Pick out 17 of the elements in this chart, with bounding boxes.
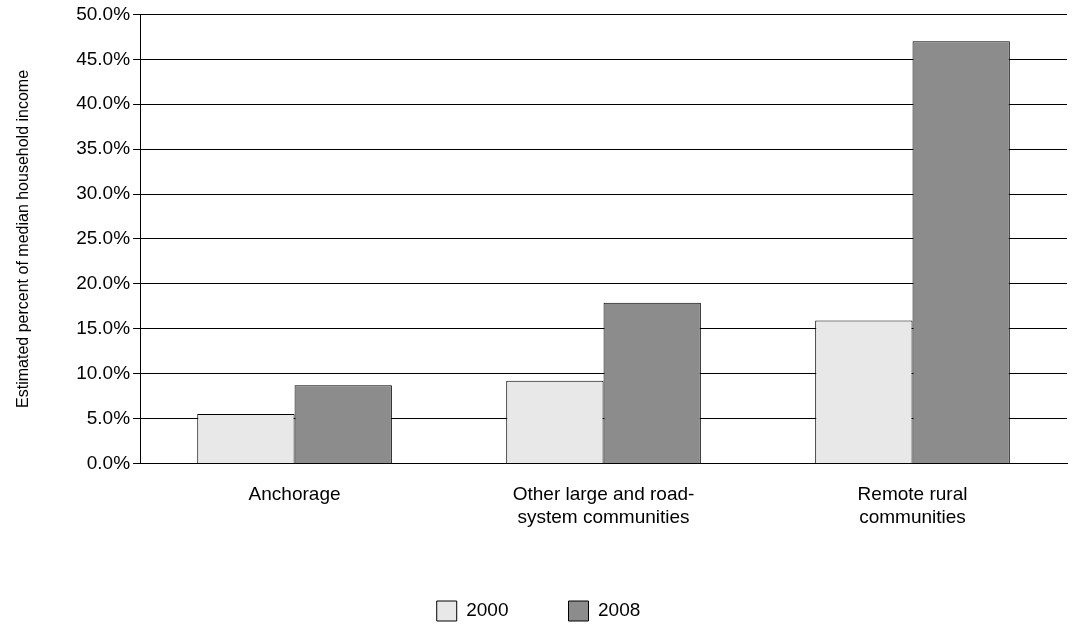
y-tick-label: 50.0%	[76, 2, 131, 24]
y-tick-label: 10.0%	[76, 361, 131, 383]
y-tick-label: 35.0%	[76, 137, 131, 159]
x-tick-label: Anchorage	[248, 483, 341, 505]
y-tick-label: 20.0%	[76, 272, 131, 294]
x-tick-label: Other large and road-system communities	[512, 483, 695, 527]
y-tick-label: 40.0%	[76, 92, 131, 114]
y-tick-label: 25.0%	[76, 227, 131, 249]
y-tick-label: 45.0%	[76, 47, 131, 69]
y-tick-label: 15.0%	[76, 316, 131, 338]
y-axis-title: Estimated percent of median household income	[14, 69, 32, 408]
y-tick-label: 5.0%	[86, 406, 131, 428]
legend-label: 2000	[466, 599, 509, 621]
y-tick-label: 0.0%	[86, 451, 131, 473]
x-tick-label: Remote rural communities	[857, 483, 968, 527]
legend-label: 2008	[598, 599, 641, 621]
y-tick-label: 30.0%	[76, 182, 131, 204]
